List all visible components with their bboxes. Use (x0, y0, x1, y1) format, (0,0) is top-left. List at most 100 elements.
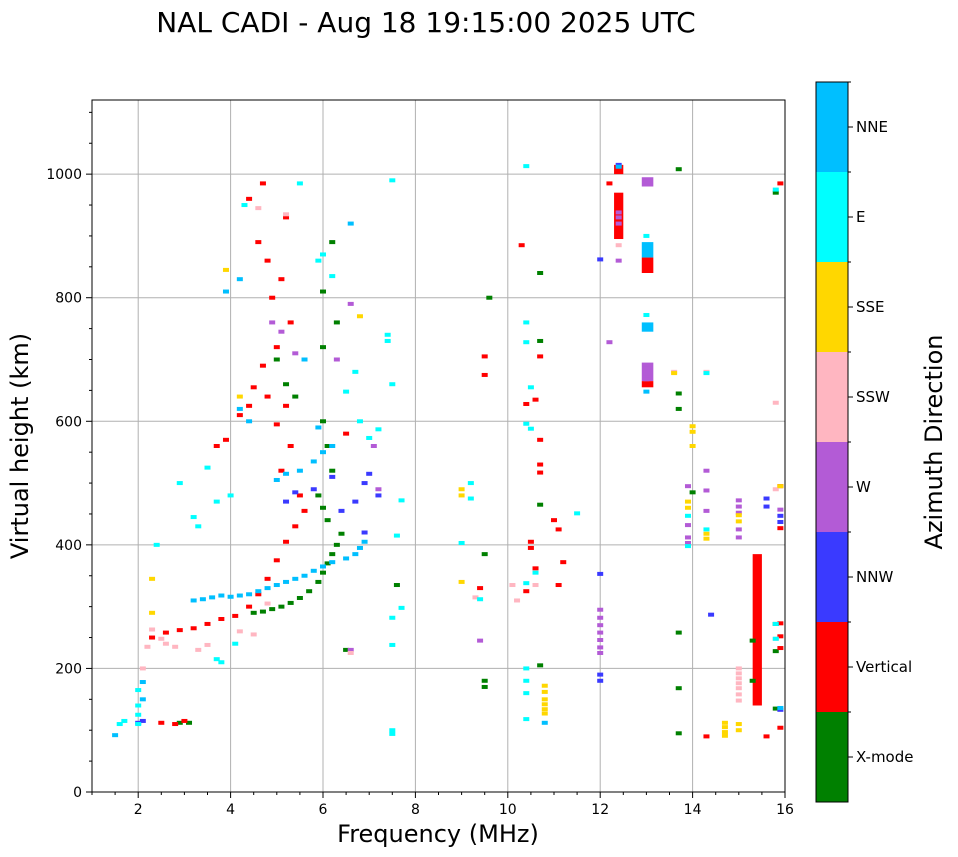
echo-point (199, 597, 206, 602)
x-tick-label: 12 (591, 802, 609, 818)
echo-point (763, 734, 770, 739)
echo-point (777, 507, 784, 512)
echo-point (273, 477, 280, 482)
y-tick-label: 200 (55, 661, 82, 677)
echo-point (283, 579, 290, 584)
colorbar-segment (816, 532, 848, 622)
echo-point (477, 597, 484, 602)
echo-point (551, 518, 557, 523)
echo-point (389, 615, 396, 620)
y-tick-label: 0 (73, 785, 82, 801)
colorbar-segment (816, 82, 848, 172)
echo-point (703, 536, 710, 541)
echo-point (643, 261, 650, 266)
echo-point (597, 257, 604, 262)
colorbar-segment (816, 442, 848, 532)
echo-point (296, 493, 303, 498)
echo-point (684, 535, 691, 540)
echo-point (135, 703, 142, 708)
echo-point (541, 711, 548, 716)
y-tick-label: 800 (55, 291, 82, 307)
echo-point (643, 382, 650, 387)
echo-point (347, 650, 354, 655)
echo-point (213, 657, 220, 662)
echo-point (481, 354, 488, 359)
echo-point (366, 471, 373, 476)
colorbar-tick-label: X-mode (856, 748, 913, 766)
series-sse (149, 267, 784, 738)
echo-point (352, 499, 359, 504)
echo-point (139, 680, 146, 685)
echo-point (597, 630, 604, 635)
echo-point (356, 419, 363, 424)
echo-point (523, 320, 530, 325)
echo-point (467, 481, 474, 486)
echo-point (597, 571, 604, 576)
echo-point (259, 181, 266, 186)
echo-point (375, 487, 382, 492)
echo-point (523, 678, 530, 683)
colorbar-frame (815, 81, 849, 803)
echo-point (343, 556, 350, 561)
echo-point (458, 487, 465, 492)
echo-point (176, 720, 183, 725)
echo-point (296, 595, 303, 600)
echo-point (477, 638, 484, 643)
echo-block (752, 554, 762, 706)
echo-point (684, 499, 691, 504)
colorbar-tick-label: Vertical (856, 658, 912, 676)
echo-point (772, 636, 779, 641)
echo-point (537, 354, 544, 359)
echo-point (735, 513, 742, 518)
echo-point (777, 513, 784, 518)
echo-point (232, 613, 239, 618)
echo-point (541, 702, 548, 707)
echo-point (329, 468, 336, 473)
series-w (269, 178, 784, 655)
echo-point (329, 552, 336, 557)
echo-point (735, 535, 742, 540)
echo-point (675, 686, 682, 691)
echo-point (236, 277, 243, 282)
echo-point (273, 422, 280, 427)
echo-point (458, 493, 465, 498)
echo-point (195, 647, 202, 652)
echo-point (597, 645, 604, 650)
echo-point (518, 243, 525, 248)
echo-point (329, 274, 336, 279)
echo-point (278, 277, 285, 282)
echo-point (269, 320, 276, 325)
colorbar: X-mode Vertical NNW W SSW SSE E NNE (815, 81, 913, 803)
echo-point (393, 583, 400, 588)
echo-point (320, 289, 326, 294)
echo-point (172, 722, 179, 727)
echo-point (361, 481, 368, 486)
echo-point (398, 605, 405, 610)
echo-point (310, 487, 317, 492)
echo-point (675, 406, 682, 411)
echo-point (772, 400, 779, 405)
echo-point (523, 401, 530, 406)
y-axis-ticks: 0 200 400 600 800 1000 (46, 111, 92, 801)
echo-point (777, 181, 784, 186)
echo-point (301, 357, 308, 362)
echo-point (684, 541, 691, 546)
echo-point (116, 722, 123, 727)
echo-point (555, 583, 562, 588)
echo-point (227, 594, 234, 599)
echo-point (537, 462, 544, 467)
echo-point (675, 167, 682, 172)
colorbar-tick-label: SSE (856, 298, 885, 316)
data-points (112, 162, 784, 739)
colorbar-tick-label: W (856, 478, 871, 496)
echo-point (735, 728, 742, 733)
echo-point (301, 508, 308, 513)
echo-point (527, 426, 534, 431)
echo-point (532, 397, 539, 402)
echo-point (195, 524, 202, 529)
echo-point (292, 394, 299, 399)
echo-point (389, 642, 396, 647)
echo-point (190, 626, 197, 631)
echo-point (777, 646, 784, 651)
echo-point (264, 394, 271, 399)
